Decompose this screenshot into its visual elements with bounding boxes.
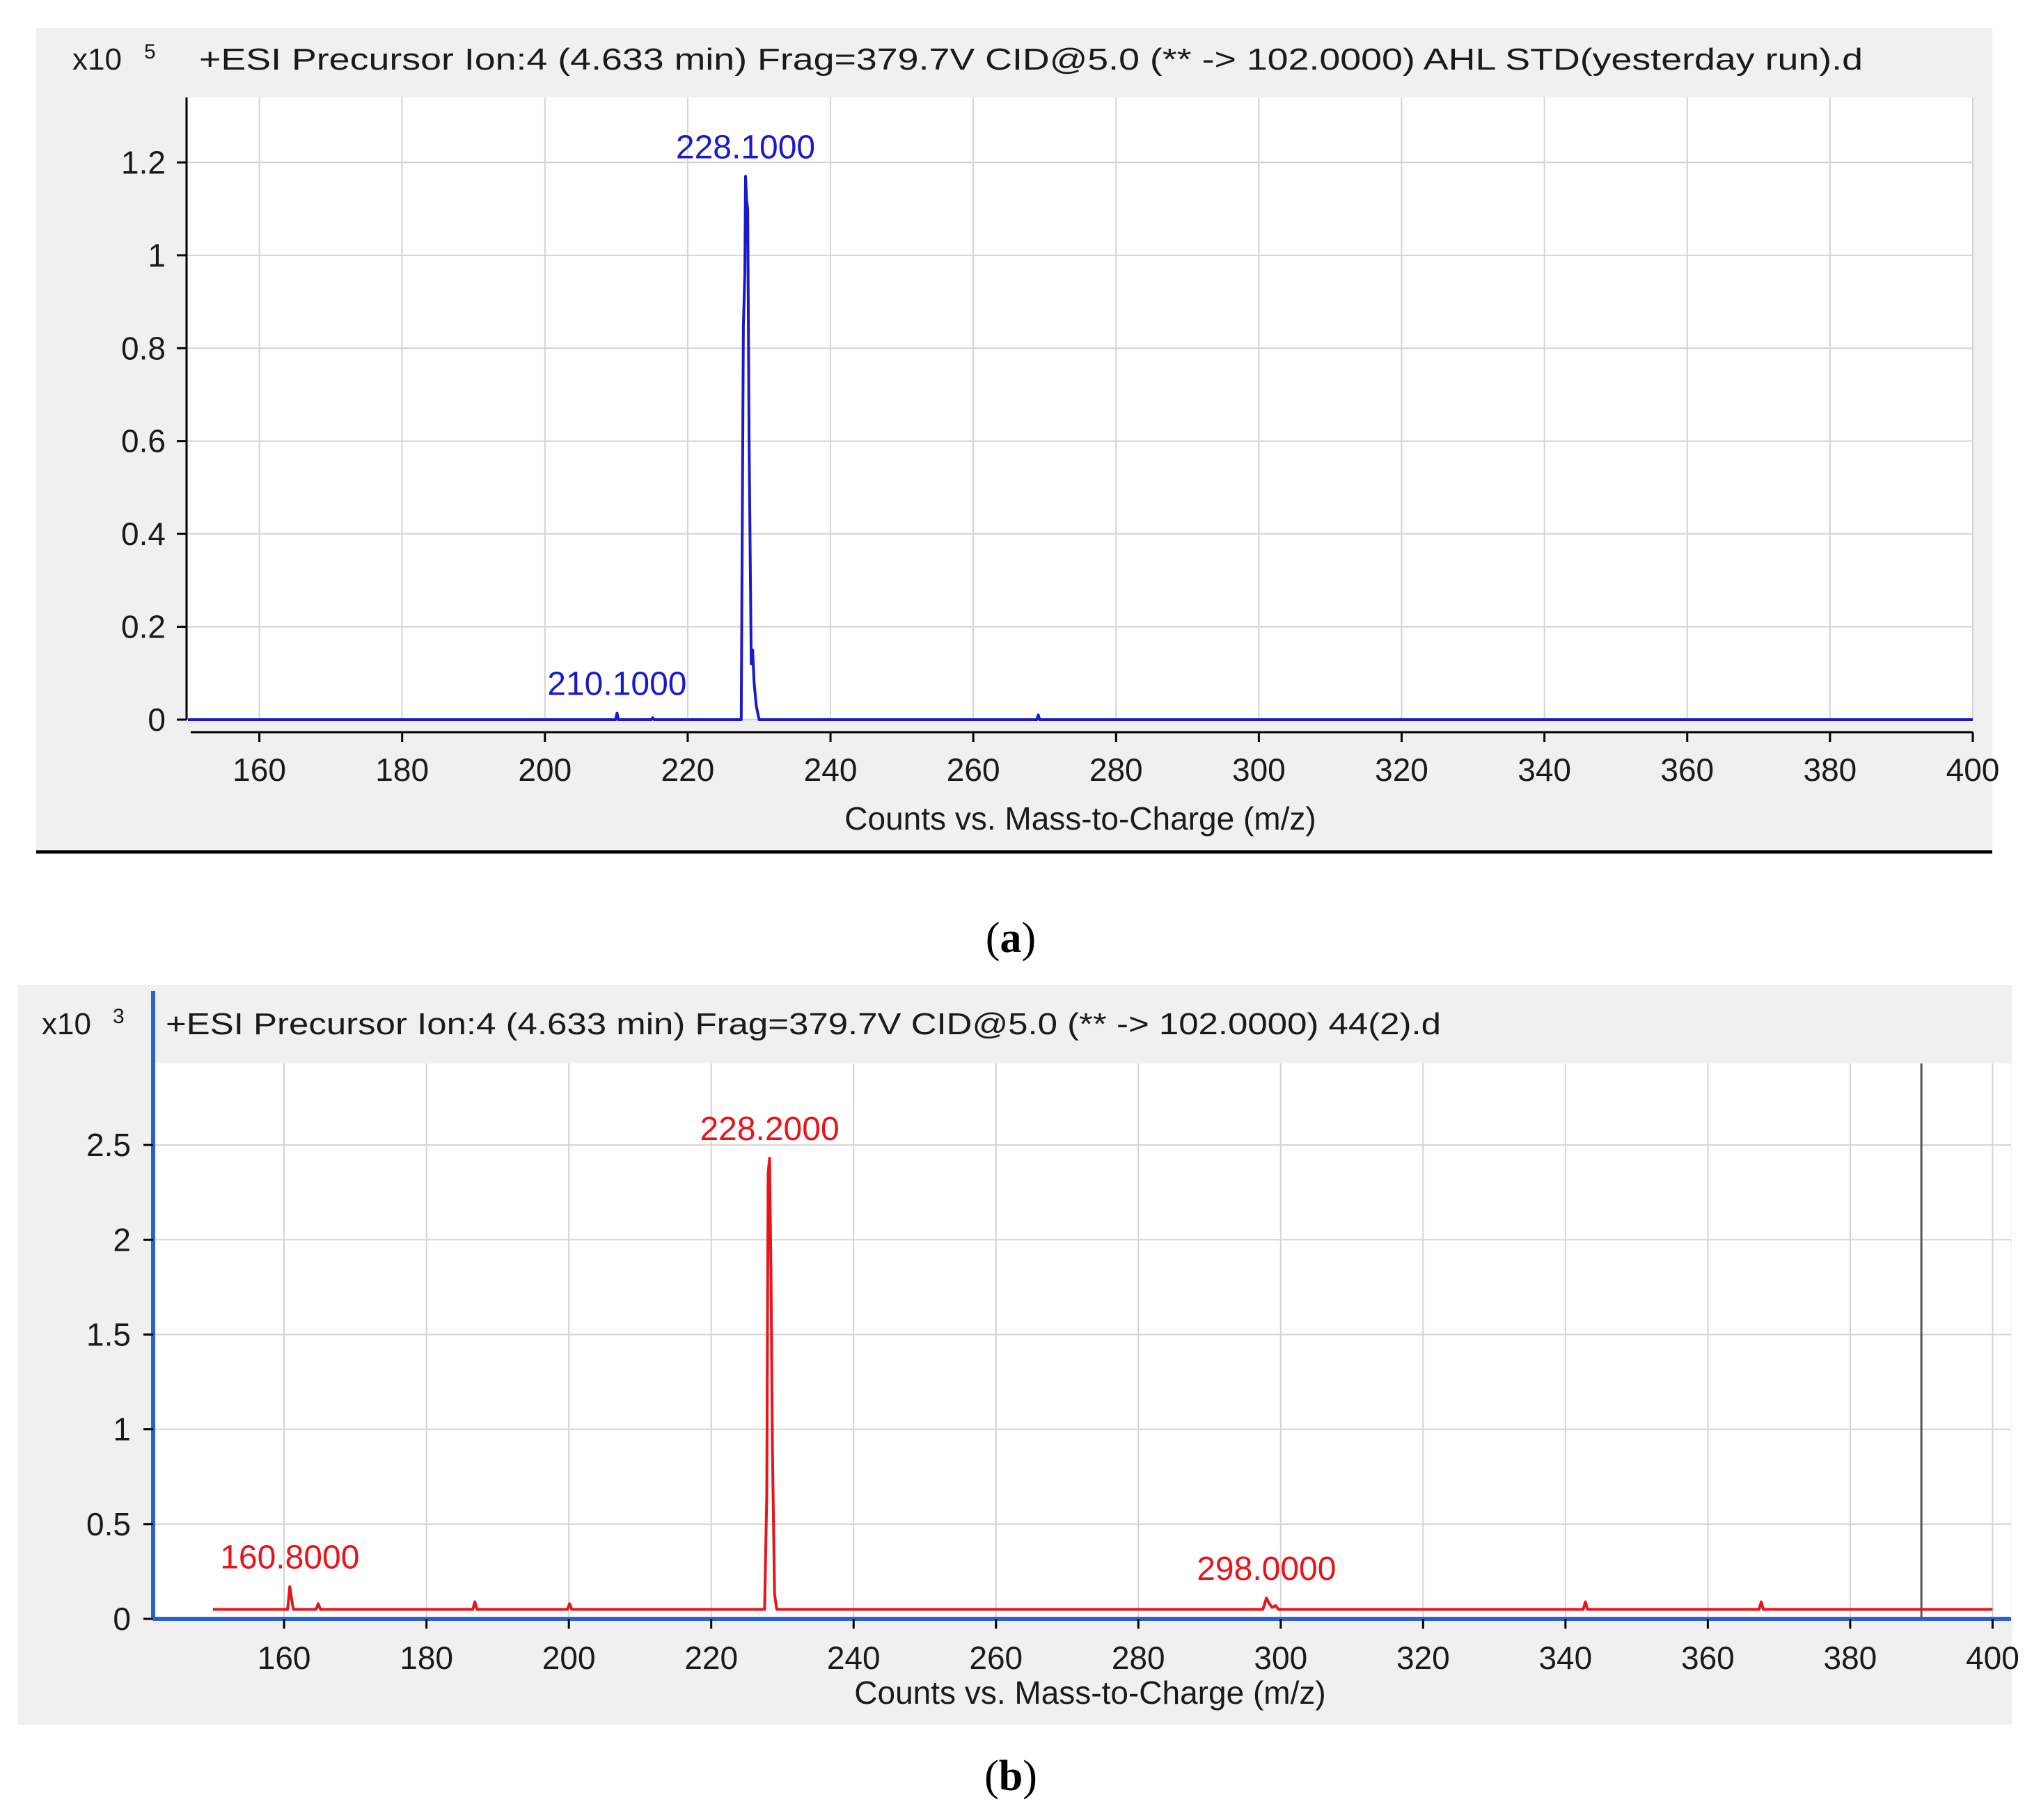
panel-b-plot-area: [155, 1063, 2011, 1619]
panel-b-x-tick-label: 380: [1824, 1640, 1877, 1676]
panel-a-caption-open: (: [986, 915, 1000, 962]
panel-a-x-tick-label: 300: [1232, 752, 1286, 788]
panel-b-x-tick-label: 260: [969, 1640, 1023, 1676]
panel-b-x-tick-label: 360: [1681, 1640, 1735, 1676]
panel-b-scale-base: x10: [42, 1007, 91, 1041]
panel-a-y-tick-label: 0.2: [121, 609, 166, 645]
panel-b: 0 0.5 1 1.5 2 2.5 160 180 200 220 240 260 280 300 320…: [18, 985, 2019, 1800]
panel-b-caption-close: ): [1023, 1752, 1037, 1800]
panel-a-x-ticks: 160 180 200 220 240 260 280 300 320 340 360 380 400: [233, 732, 1999, 788]
panel-b-x-tick-label: 160: [258, 1640, 311, 1676]
panel-a-peak-label: 228.1000: [676, 129, 815, 166]
panel-b-peak-label: 228.2000: [700, 1111, 839, 1148]
panel-b-x-axis-label: Counts vs. Mass-to-Charge (m/z): [854, 1675, 1325, 1711]
panel-a-y-tick-label: 0.8: [121, 330, 166, 366]
panel-a-caption-letter: a: [1000, 915, 1022, 962]
panel-a-x-tick-label: 220: [661, 752, 715, 788]
panel-b-peak-labels: 228.2000 160.8000 298.0000: [220, 1111, 1336, 1588]
panel-b-y-tick-label: 1.5: [86, 1316, 131, 1352]
panel-b-y-tick-label: 2: [113, 1221, 131, 1258]
panel-b-x-tick-label: 220: [684, 1640, 738, 1676]
panel-a-y-tick-label: 0: [148, 702, 166, 738]
panel-a-peak-labels: 228.1000 210.1000: [547, 129, 815, 702]
panel-a-y-tick-label: 0.4: [121, 516, 166, 552]
panel-b-peak-label: 298.0000: [1197, 1551, 1336, 1588]
panel-b-y-tick-label: 0: [113, 1601, 131, 1637]
panel-a-caption-close: ): [1022, 915, 1037, 962]
panel-b-y-tick-label: 2.5: [86, 1127, 131, 1163]
panel-b-y-ticks: 0 0.5 1 1.5 2 2.5: [86, 1127, 153, 1637]
panel-b-y-tick-label: 0.5: [86, 1506, 131, 1542]
panel-a-header: +ESI Precursor Ion:4 (4.633 min) Frag=37…: [199, 42, 1863, 77]
panel-a-x-tick-label: 260: [947, 752, 1000, 788]
panel-b-x-tick-label: 320: [1396, 1640, 1450, 1676]
panel-a-x-tick-label: 360: [1660, 752, 1714, 788]
panel-a-x-tick-label: 180: [375, 752, 429, 788]
panel-a-plot-area: [188, 97, 1973, 718]
panel-a-caption: (a): [986, 915, 1036, 962]
panel-a-y-tick-label: 0.6: [121, 423, 166, 459]
panel-b-x-ticks: 160 180 200 220 240 260 280 300 320 340 360 380 400: [258, 1619, 2019, 1676]
panel-a-y-tick-label: 1.2: [121, 144, 166, 180]
panel-a-scale-exponent: 5: [144, 40, 156, 63]
panel-b-spectrum-line: [212, 1157, 1993, 1611]
panel-a-x-tick-label: 280: [1089, 752, 1143, 788]
panel-a-spectrum-line: [188, 175, 1973, 721]
panel-a: 0 0.2 0.4 0.6 0.8 1 1.2 160 180 200 220 240 260 280 3…: [36, 28, 1999, 962]
panel-b-scale-exponent: 3: [113, 1005, 125, 1028]
panel-a-peak-label: 210.1000: [547, 666, 686, 703]
panel-a-x-tick-label: 200: [518, 752, 572, 788]
panel-a-y-ticks: 0 0.2 0.4 0.6 0.8 1 1.2: [121, 144, 187, 738]
panel-a-y-tick-label: 1: [148, 237, 166, 274]
panel-b-peak-label: 160.8000: [220, 1540, 359, 1576]
panel-a-x-tick-label: 240: [804, 752, 858, 788]
panel-b-x-tick-label: 340: [1538, 1640, 1592, 1676]
panel-b-header: +ESI Precursor Ion:4 (4.633 min) Frag=37…: [166, 1007, 1441, 1041]
panel-a-x-tick-label: 400: [1946, 752, 2000, 788]
panel-b-caption: (b): [984, 1752, 1037, 1800]
panel-b-x-tick-label: 280: [1112, 1640, 1165, 1676]
panel-b-y-tick-label: 1: [113, 1411, 131, 1448]
panel-a-x-tick-label: 160: [233, 752, 286, 788]
panel-b-caption-letter: b: [999, 1752, 1023, 1800]
panel-b-caption-open: (: [984, 1752, 999, 1800]
panel-b-x-tick-label: 300: [1254, 1640, 1307, 1676]
panel-a-x-tick-label: 380: [1804, 752, 1857, 788]
panel-a-x-axis-label: Counts vs. Mass-to-Charge (m/z): [844, 800, 1316, 837]
panel-a-scale-base: x10: [72, 42, 122, 77]
panel-a-x-tick-label: 320: [1375, 752, 1428, 788]
panel-b-x-tick-label: 400: [1966, 1640, 2019, 1676]
panel-b-grid: [155, 1063, 2011, 1620]
panel-a-grid: [188, 97, 1973, 720]
panel-a-x-tick-label: 340: [1518, 752, 1571, 788]
panel-b-x-tick-label: 240: [827, 1640, 881, 1676]
panel-b-x-tick-label: 180: [400, 1640, 453, 1676]
panel-b-x-tick-label: 200: [542, 1640, 596, 1676]
